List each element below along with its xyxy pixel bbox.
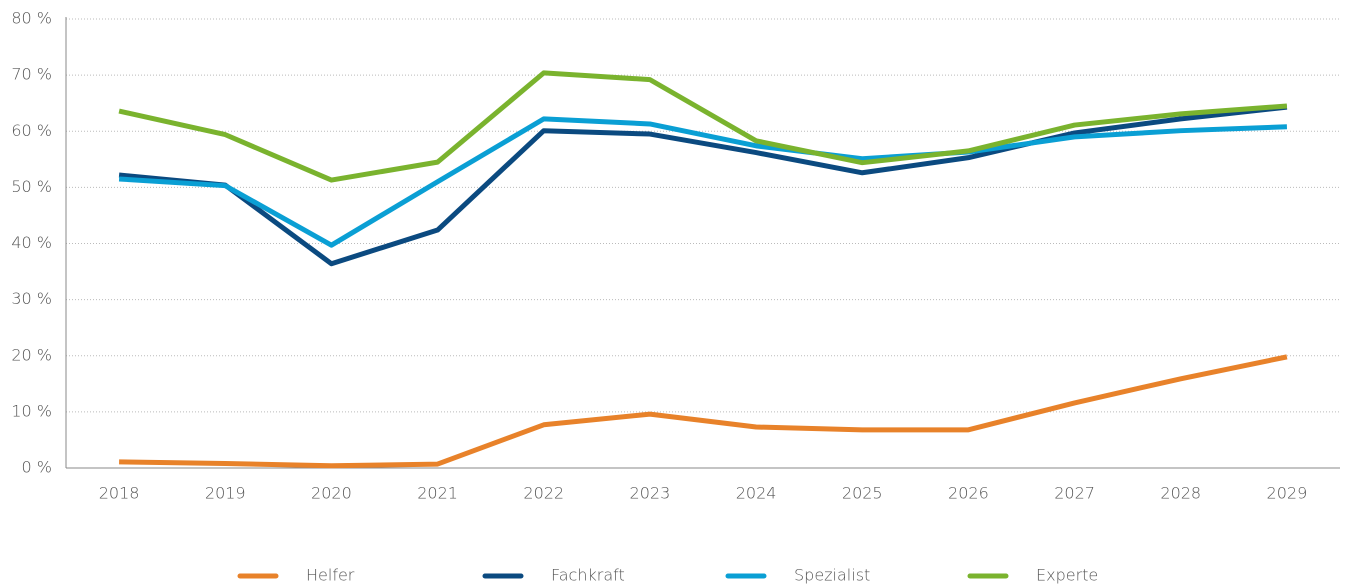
- x-tick-label: 2018: [99, 484, 140, 503]
- y-tick-label: 50 %: [11, 177, 52, 196]
- y-tick-label: 10 %: [11, 401, 52, 420]
- y-tick-label: 70 %: [11, 65, 52, 84]
- series-line: [119, 354, 1288, 469]
- legend-label: Fachkraft: [551, 566, 625, 584]
- y-tick-label: 80 %: [11, 9, 52, 28]
- legend-label: Experte: [1036, 566, 1098, 584]
- x-tick-label: 2026: [948, 484, 989, 503]
- x-tick-label: 2025: [842, 484, 883, 503]
- x-tick-label: 2023: [630, 484, 671, 503]
- x-tick-label: 2027: [1054, 484, 1095, 503]
- x-tick-label: 2019: [205, 484, 246, 503]
- x-tick-label: 2029: [1267, 484, 1308, 503]
- x-tick-label: 2024: [736, 484, 777, 503]
- x-tick-label: 2020: [311, 484, 352, 503]
- x-tick-label: 2022: [523, 484, 564, 503]
- y-tick-label: 30 %: [11, 289, 52, 308]
- y-tick-label: 20 %: [11, 345, 52, 364]
- series-line: [118, 104, 1288, 267]
- legend-label: Helfer: [306, 566, 355, 584]
- y-tick-label: 40 %: [11, 233, 52, 252]
- x-tick-label: 2028: [1160, 484, 1201, 503]
- x-tick-label: 2021: [417, 484, 458, 503]
- series-line: [118, 70, 1288, 183]
- legend-label: Spezialist: [794, 566, 870, 584]
- y-tick-label: 0 %: [22, 458, 52, 477]
- series-line: [118, 116, 1288, 248]
- y-tick-label: 60 %: [11, 121, 52, 140]
